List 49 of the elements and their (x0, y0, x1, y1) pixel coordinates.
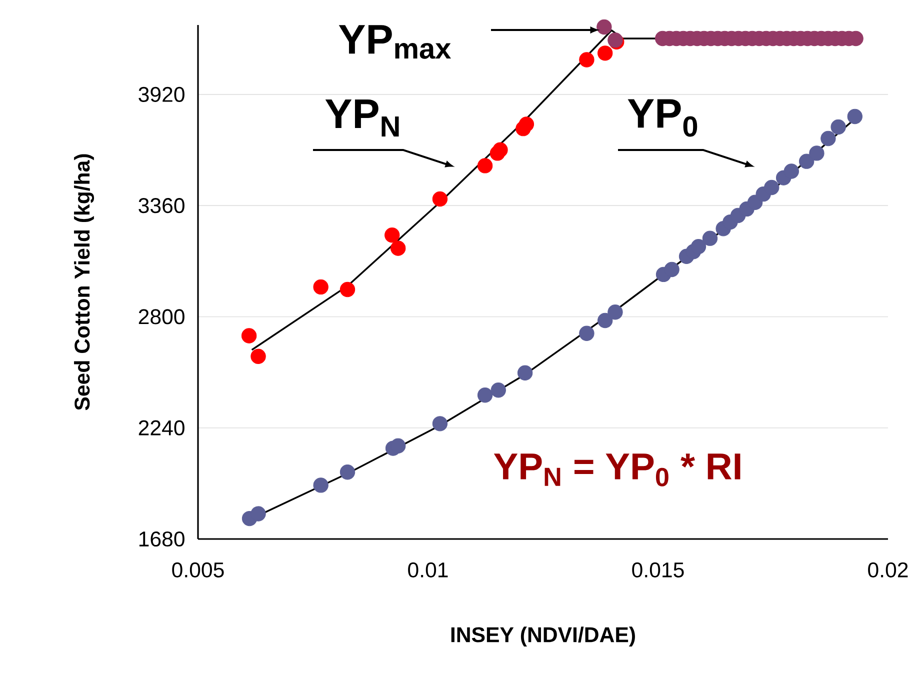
point (579, 326, 594, 341)
y-tick-label: 2800 (138, 309, 184, 324)
point (579, 52, 594, 68)
point (492, 142, 508, 158)
annotation: YP$_{N}$ = YP$_{0}$ * RI (494, 454, 740, 486)
y-tick-label: 2240 (138, 420, 184, 436)
x-tick-label: 0.01 (408, 562, 448, 578)
point (241, 328, 257, 344)
point (250, 506, 266, 522)
x-tick-label: 0.02 (868, 562, 908, 578)
y-axis-title: Seed Cotton Yield (kg/ha) (74, 154, 94, 410)
point (432, 191, 448, 207)
point (477, 158, 493, 174)
point (250, 348, 266, 364)
annotation: YP$_{0}$ (628, 99, 698, 137)
x-axis-title: INSEY (NDVI/DAE) (451, 626, 635, 647)
point (390, 240, 406, 256)
annotation: YP$_{N}$ (325, 100, 399, 136)
point (490, 382, 506, 398)
point (384, 228, 400, 243)
point (608, 304, 623, 320)
y-tick-label: 3360 (138, 198, 184, 214)
point (830, 119, 846, 135)
point (596, 19, 612, 35)
point (518, 116, 534, 132)
y-tick-label: 1680 (139, 531, 184, 547)
y-tick-label: 3920 (138, 86, 184, 102)
point (477, 388, 493, 403)
point (820, 130, 836, 146)
point (340, 464, 356, 480)
x-tick-label: 0.015 (632, 562, 684, 578)
point (340, 282, 356, 298)
point (598, 312, 613, 328)
point (664, 262, 680, 278)
point (764, 180, 780, 196)
annotation: YP$_{max}$ (338, 25, 451, 59)
point (313, 279, 328, 295)
point (598, 46, 613, 61)
point (784, 164, 799, 179)
point (432, 416, 448, 432)
point (702, 230, 718, 246)
point (690, 239, 706, 254)
x-tick-label: 0.005 (172, 562, 224, 578)
point (517, 365, 533, 380)
point (313, 478, 328, 493)
point (390, 438, 406, 454)
point (809, 146, 824, 161)
point (798, 154, 814, 169)
point (847, 108, 862, 124)
